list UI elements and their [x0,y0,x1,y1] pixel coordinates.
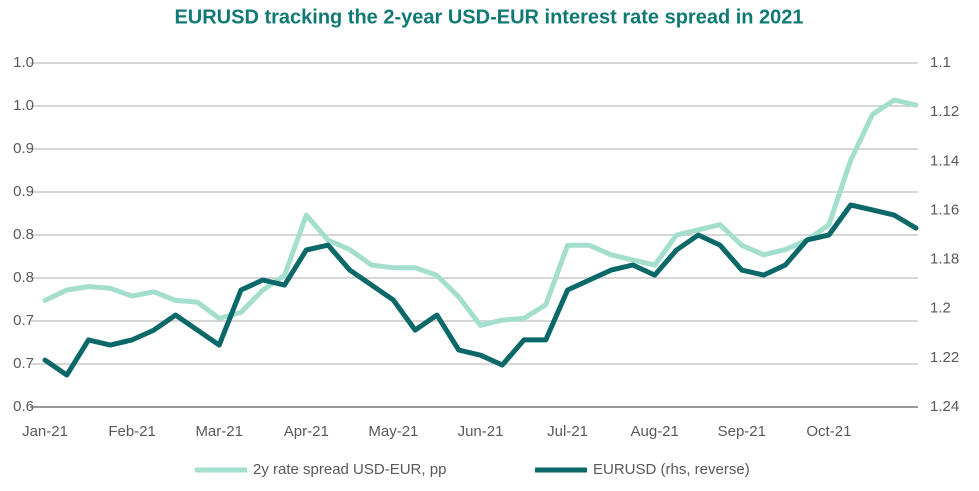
y-tick-label: 0.7 [13,355,34,372]
y-tick-label: 0.6 [13,398,34,415]
x-tick-label: May-21 [368,423,418,440]
y-tick-label: 0.8 [13,226,34,243]
x-tick-label: Aug-21 [631,423,679,440]
x-tick-label: Oct-21 [806,423,851,440]
x-tick-label: Jun-21 [458,423,504,440]
y2-tick-label: 1.22 [930,349,959,366]
y-tick-label: 0.9 [13,183,34,200]
series-line [42,202,919,378]
x-tick-label: Apr-21 [284,423,329,440]
x-tick-label: Jul-21 [547,423,588,440]
x-tick-label: Jan-21 [22,423,68,440]
legend-label: EURUSD (rhs, reverse) [593,461,750,478]
y-tick-label: 0.8 [13,269,34,286]
y2-tick-label: 1.14 [930,152,959,169]
x-tick-label: Mar-21 [195,423,243,440]
chart-title: EURUSD tracking the 2-year USD-EUR inter… [174,6,803,28]
y2-tick-label: 1.16 [930,201,959,218]
y-tick-label: 0.7 [13,312,34,329]
series-line [42,97,919,328]
x-tick-label: Sep-21 [718,423,766,440]
x-tick-label: Feb-21 [108,423,156,440]
y-tick-label: 1.0 [13,97,34,114]
legend-label: 2y rate spread USD-EUR, pp [253,461,446,478]
y2-tick-label: 1.2 [930,300,951,317]
y-tick-label: 1.0 [13,54,34,71]
y-tick-label: 0.9 [13,140,34,157]
y2-tick-label: 1.12 [930,103,959,120]
y2-tick-label: 1.24 [930,398,959,415]
y2-tick-label: 1.1 [930,54,951,71]
y2-tick-label: 1.18 [930,251,959,268]
